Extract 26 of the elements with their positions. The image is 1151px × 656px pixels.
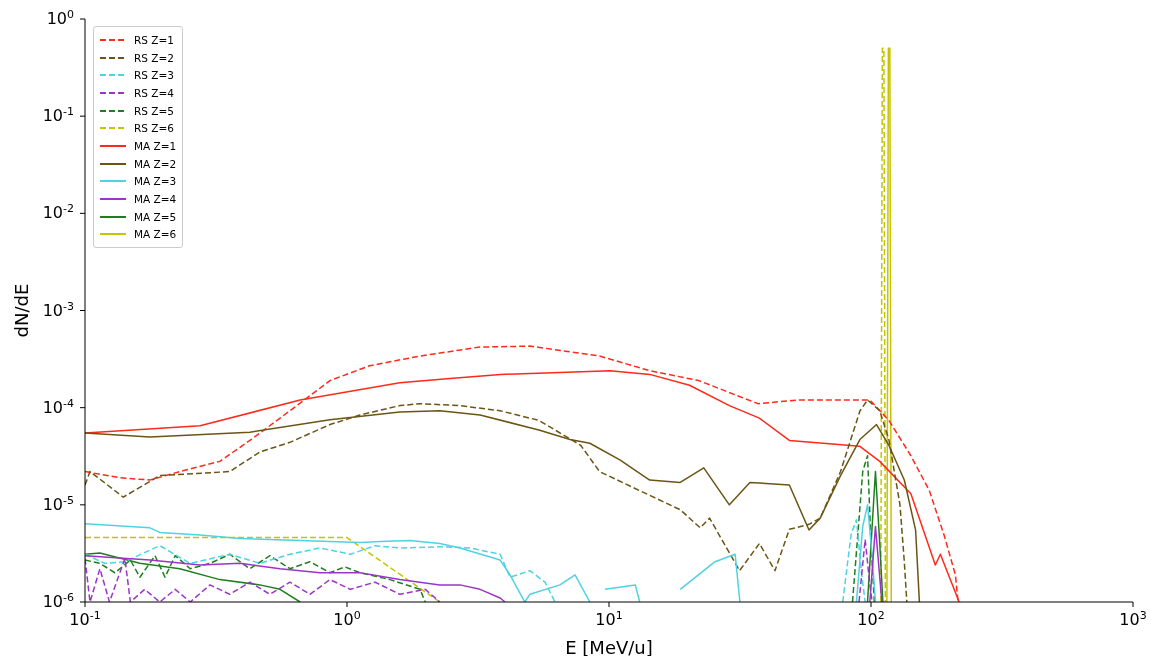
x-tick-label: 10$^{-1}$ <box>69 608 101 629</box>
x-tick-label: 10$^{0}$ <box>333 608 361 629</box>
legend-label: RS Z=4 <box>134 86 174 99</box>
legend-label: MA Z=6 <box>134 228 177 241</box>
y-axis-title: dN/dE <box>11 283 33 338</box>
y-tick-label: 10$^{-4}$ <box>42 396 74 417</box>
x-tick-label: 10$^{1}$ <box>595 608 623 629</box>
y-tick-label: 10$^{-3}$ <box>42 299 74 320</box>
y-tick-label: 10$^{-2}$ <box>42 201 74 223</box>
legend-label: MA Z=4 <box>134 193 177 206</box>
legend-label: MA Z=1 <box>134 139 177 152</box>
y-tick-label: 10$^{0}$ <box>46 7 74 28</box>
legend-label: RS Z=2 <box>134 51 174 64</box>
legend-label: MA Z=2 <box>134 157 177 170</box>
legend-label: RS Z=1 <box>134 33 174 46</box>
legend-label: RS Z=3 <box>134 69 174 82</box>
y-tick-label: 10$^{-6}$ <box>42 590 74 611</box>
x-tick-label: 10$^{2}$ <box>857 608 885 629</box>
y-tick-label: 10$^{-5}$ <box>42 493 74 514</box>
x-tick-label: 10$^{3}$ <box>1119 608 1147 629</box>
y-tick-label: 10$^{-1}$ <box>42 104 74 126</box>
legend-label: MA Z=3 <box>134 175 177 188</box>
x-axis-title: E [MeV/u] <box>565 637 653 656</box>
legend-label: RS Z=5 <box>134 104 174 117</box>
legend-label: RS Z=6 <box>134 122 174 135</box>
legend-label: MA Z=5 <box>134 210 177 223</box>
